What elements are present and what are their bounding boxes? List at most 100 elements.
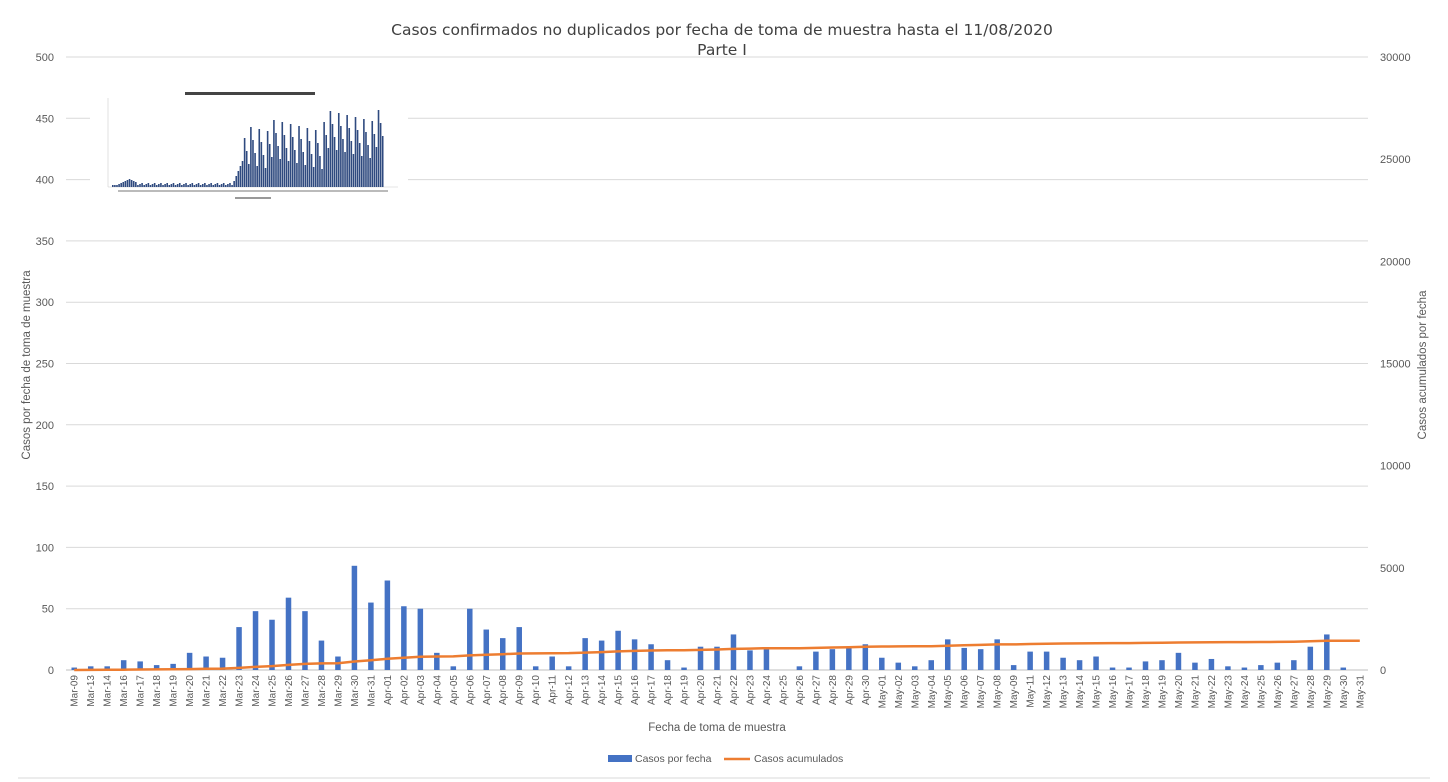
inset-xlabel-mark bbox=[235, 197, 271, 199]
y-tick-left-label: 100 bbox=[36, 542, 54, 554]
inset-bar bbox=[224, 185, 227, 187]
inset-title-mark bbox=[185, 92, 315, 95]
bar-Apr-03 bbox=[417, 608, 424, 670]
bar-Apr-27 bbox=[813, 651, 819, 670]
inset-bar bbox=[352, 154, 355, 187]
inset-bar bbox=[183, 184, 185, 187]
inset-bar bbox=[283, 135, 286, 187]
bar-Mar-17 bbox=[137, 661, 143, 670]
inset-bar bbox=[248, 164, 250, 187]
x-tick-label: Apr-01 bbox=[383, 675, 394, 705]
x-tick-label: May-01 bbox=[877, 675, 888, 709]
x-tick-label: Apr-26 bbox=[795, 675, 806, 705]
legend-label-bar: Casos por fecha bbox=[635, 753, 712, 765]
inset-bar bbox=[319, 156, 321, 187]
bar-Mar-18 bbox=[153, 665, 160, 670]
inset-bar bbox=[176, 184, 179, 187]
bar-Mar-21 bbox=[203, 656, 209, 670]
y-tick-right-label: 15000 bbox=[1380, 359, 1411, 371]
bar-Apr-06 bbox=[467, 608, 473, 670]
inset-bar bbox=[124, 181, 127, 187]
inset-bars bbox=[112, 110, 384, 187]
x-tick-label: Mar-25 bbox=[268, 675, 279, 707]
inset-bar bbox=[170, 184, 173, 187]
inset-bar bbox=[325, 135, 328, 187]
inset-bar bbox=[235, 176, 238, 187]
x-tick-label: May-09 bbox=[1009, 675, 1020, 709]
inset-bar bbox=[229, 183, 231, 187]
x-tick-label: May-27 bbox=[1289, 675, 1300, 709]
inset-bar bbox=[300, 139, 302, 187]
inset-bar bbox=[348, 128, 351, 187]
bar-Mar-14 bbox=[104, 666, 110, 670]
inset-bar bbox=[344, 152, 346, 187]
inset-bar bbox=[327, 148, 330, 187]
bar-Apr-23 bbox=[747, 650, 753, 670]
bar-May-18 bbox=[1142, 661, 1149, 670]
x-tick-label: Apr-25 bbox=[778, 675, 789, 705]
x-tick-label: Apr-14 bbox=[597, 675, 608, 705]
x-tick-label: Apr-04 bbox=[432, 675, 443, 705]
inset-bar bbox=[139, 184, 141, 187]
inset-bar bbox=[302, 152, 304, 187]
y-tick-right-label: 20000 bbox=[1380, 256, 1411, 268]
inset-bar bbox=[277, 146, 279, 187]
x-tick-label: Apr-28 bbox=[828, 675, 839, 705]
y-tick-right-label: 10000 bbox=[1380, 461, 1411, 473]
x-tick-label: Mar-31 bbox=[366, 675, 377, 707]
y-tick-left-label: 200 bbox=[36, 420, 54, 432]
chart-subtitle: Parte I bbox=[697, 41, 747, 59]
y-tick-right-label: 0 bbox=[1380, 665, 1386, 677]
inset-bar bbox=[137, 185, 139, 187]
bar-Mar-31 bbox=[368, 602, 374, 670]
inset-bar bbox=[275, 133, 277, 187]
x-tick-label: Mar-14 bbox=[103, 675, 114, 707]
bar-May-01 bbox=[879, 657, 885, 670]
inset-bar bbox=[160, 183, 162, 187]
inset-bar bbox=[243, 138, 246, 187]
inset-bar bbox=[210, 183, 212, 187]
inset-bar bbox=[321, 169, 323, 187]
inset-bar bbox=[201, 184, 204, 187]
x-tick-label: Apr-06 bbox=[465, 675, 476, 705]
x-tick-label: May-28 bbox=[1306, 675, 1317, 709]
x-tick-label: Apr-13 bbox=[581, 675, 592, 705]
bar-May-16 bbox=[1109, 667, 1116, 670]
inset-bar bbox=[141, 183, 143, 187]
bar-Apr-16 bbox=[631, 639, 638, 670]
x-tick-label: Mar-21 bbox=[202, 675, 213, 707]
inset-bar bbox=[197, 183, 200, 187]
inset-bar bbox=[335, 150, 338, 187]
inset-bar bbox=[304, 165, 307, 187]
inset-bar bbox=[356, 130, 359, 187]
inset-bar bbox=[216, 183, 219, 187]
x-tick-label: May-25 bbox=[1256, 675, 1267, 709]
bar-May-20 bbox=[1175, 652, 1182, 670]
inset-bar bbox=[153, 183, 156, 187]
y-tick-left-label: 350 bbox=[36, 236, 54, 248]
bar-Mar-27 bbox=[302, 611, 308, 670]
inset-bar bbox=[264, 168, 267, 187]
inset-bar bbox=[241, 161, 244, 187]
legend-label-line: Casos acumulados bbox=[754, 753, 843, 765]
x-tick-label: Apr-20 bbox=[696, 675, 707, 705]
x-tick-label: May-05 bbox=[943, 675, 954, 709]
y-axis-left-label: Casos por fecha de toma de muestra bbox=[21, 270, 33, 460]
inset-bar bbox=[271, 157, 273, 187]
bar-Mar-25 bbox=[269, 619, 275, 670]
line-series bbox=[74, 639, 1360, 672]
inset-bar bbox=[340, 126, 342, 187]
inset-bar bbox=[308, 141, 311, 187]
bar-Apr-05 bbox=[450, 666, 457, 670]
x-tick-label: Apr-09 bbox=[515, 675, 526, 705]
inset-bar bbox=[312, 167, 315, 187]
inset-bar bbox=[254, 153, 256, 187]
x-tick-label: May-30 bbox=[1339, 675, 1350, 709]
inset-bar bbox=[285, 148, 288, 187]
inset-bar bbox=[252, 140, 254, 187]
inset-bar bbox=[375, 147, 378, 187]
inset-bar bbox=[214, 184, 217, 187]
inset-bar bbox=[373, 134, 376, 187]
x-tick-label: Mar-23 bbox=[235, 675, 246, 707]
inset-bar bbox=[208, 184, 210, 187]
